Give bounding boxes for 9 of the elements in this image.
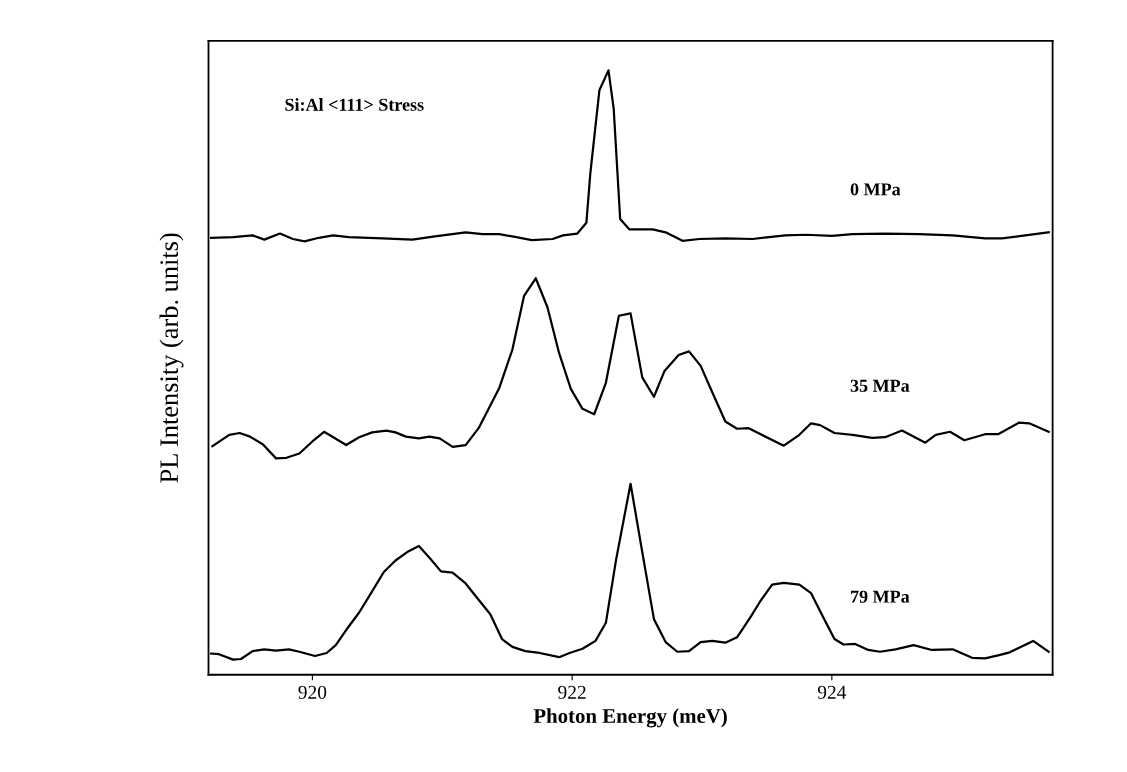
x-tick-label: 922 [558, 685, 586, 699]
series-label: 79 MPa [851, 590, 910, 603]
y-axis-title: PL Intensity (arb. units) [159, 233, 184, 483]
annotation: Si:Al <111> Stress [285, 98, 424, 111]
x-tick-label: 924 [817, 685, 847, 699]
x-tick-label: 920 [298, 685, 327, 699]
text: 35 MPa [850, 379, 910, 392]
text: 0 MPa [850, 183, 901, 196]
x-axis-title: Photon Energy (meV) [533, 708, 727, 728]
